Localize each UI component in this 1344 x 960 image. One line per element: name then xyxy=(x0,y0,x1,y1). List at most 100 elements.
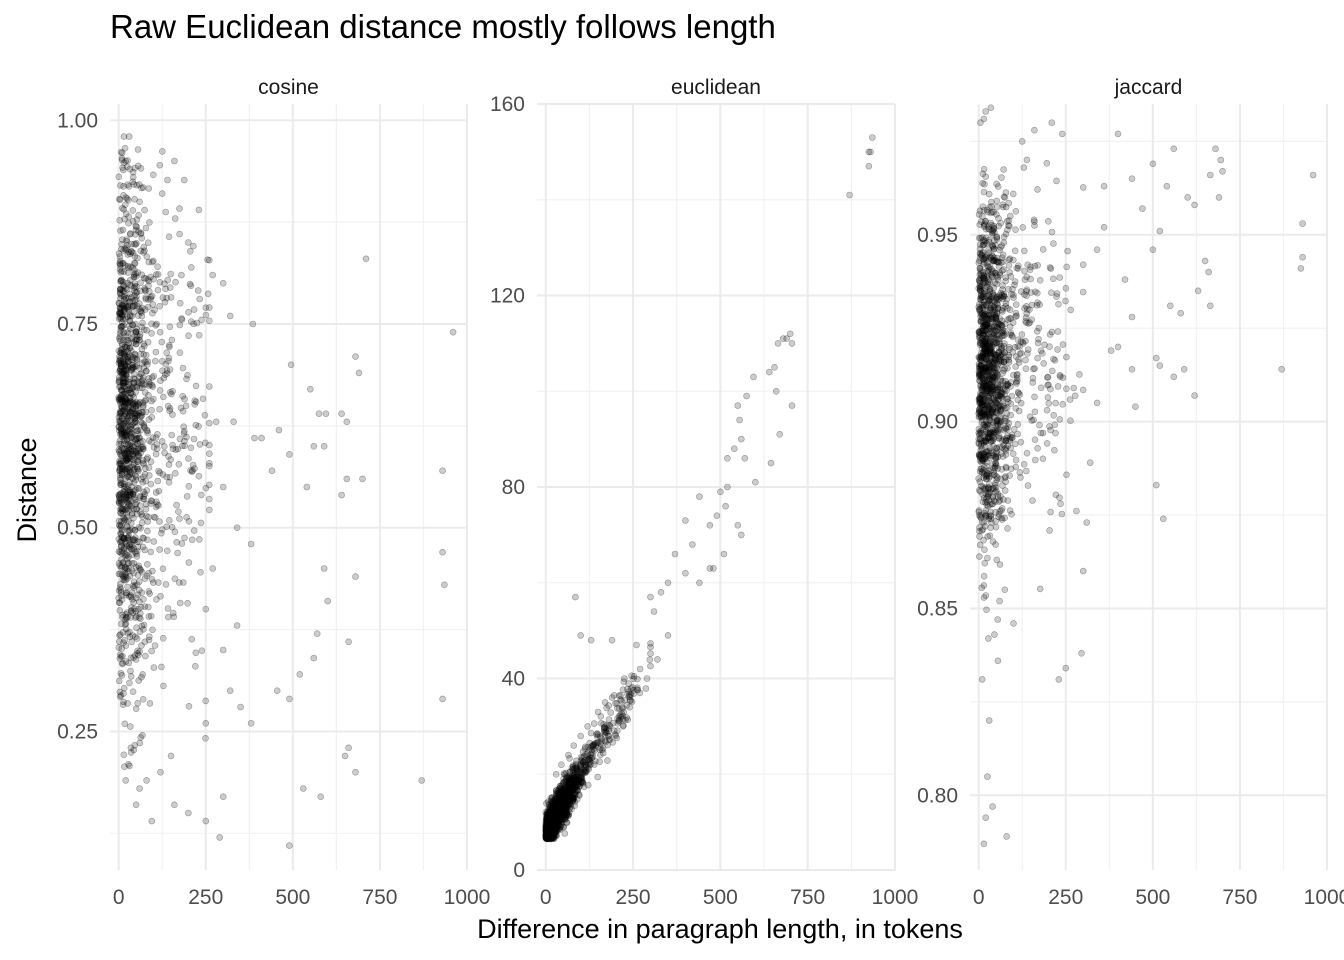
data-point xyxy=(122,570,129,577)
data-point xyxy=(998,174,1005,181)
data-point xyxy=(976,541,984,549)
data-point xyxy=(117,360,125,368)
data-point xyxy=(1063,353,1070,361)
data-point xyxy=(116,253,124,260)
data-point xyxy=(124,157,131,164)
data-point xyxy=(133,449,140,457)
data-point xyxy=(116,570,124,578)
data-point xyxy=(1022,356,1029,364)
data-point xyxy=(115,310,123,317)
data-point xyxy=(116,457,123,465)
data-point xyxy=(724,454,731,462)
data-point xyxy=(134,452,142,459)
data-point xyxy=(313,630,321,638)
data-point xyxy=(1035,324,1043,332)
data-point xyxy=(145,375,152,382)
data-point xyxy=(566,775,574,783)
data-point xyxy=(126,633,134,641)
data-point xyxy=(352,768,359,776)
data-point xyxy=(148,817,156,825)
data-point xyxy=(130,488,138,495)
data-point xyxy=(135,524,143,531)
data-point xyxy=(144,560,151,568)
data-point xyxy=(140,595,147,603)
data-point xyxy=(119,398,126,406)
data-point xyxy=(122,620,130,627)
data-point xyxy=(1006,306,1014,314)
data-point xyxy=(146,700,154,707)
data-point xyxy=(124,629,132,637)
data-point xyxy=(138,622,146,630)
data-point xyxy=(133,553,141,560)
data-point xyxy=(984,208,991,216)
data-point xyxy=(167,456,174,463)
data-point xyxy=(119,408,127,415)
data-point xyxy=(144,527,151,535)
data-point xyxy=(206,304,213,311)
data-point xyxy=(120,436,128,444)
data-point xyxy=(1014,396,1022,404)
data-point xyxy=(166,407,173,415)
data-point xyxy=(345,638,352,646)
data-point xyxy=(118,471,126,478)
data-point xyxy=(600,720,608,728)
data-point xyxy=(133,362,140,370)
data-point xyxy=(1002,473,1009,480)
data-point xyxy=(172,446,180,454)
data-point xyxy=(642,685,650,692)
data-point xyxy=(132,417,139,425)
data-point xyxy=(132,388,139,396)
data-point xyxy=(117,285,124,293)
data-point xyxy=(123,505,131,513)
data-point xyxy=(122,356,130,363)
data-point xyxy=(1044,394,1052,401)
data-point xyxy=(118,304,126,312)
data-point xyxy=(124,181,131,188)
data-point xyxy=(1059,341,1067,348)
data-point xyxy=(286,842,293,849)
data-point xyxy=(582,767,590,775)
data-point xyxy=(130,393,137,401)
data-point xyxy=(145,282,152,290)
data-point xyxy=(128,545,136,553)
data-point xyxy=(136,198,143,206)
data-point xyxy=(1100,224,1108,231)
data-point xyxy=(131,284,138,292)
data-point xyxy=(605,716,613,723)
data-point xyxy=(124,414,132,422)
data-point xyxy=(121,390,128,397)
data-point xyxy=(132,402,139,410)
data-point xyxy=(132,320,139,328)
data-point xyxy=(137,287,144,295)
data-point xyxy=(176,230,183,238)
data-point xyxy=(1005,217,1013,224)
data-point xyxy=(134,312,142,319)
data-point xyxy=(128,604,135,611)
data-point xyxy=(187,444,195,452)
data-point xyxy=(750,373,757,381)
data-point xyxy=(126,679,133,687)
data-point xyxy=(980,594,988,601)
data-point xyxy=(181,176,188,184)
data-point xyxy=(117,369,125,376)
data-point xyxy=(206,256,213,264)
data-point xyxy=(191,397,199,405)
data-point xyxy=(124,356,131,363)
data-point xyxy=(117,277,125,285)
facet-strip-label: euclidean xyxy=(671,76,761,99)
data-point xyxy=(152,271,160,278)
data-point xyxy=(1053,177,1060,185)
x-tick-label: 0 xyxy=(540,886,552,909)
data-point xyxy=(338,410,345,418)
data-point xyxy=(1046,343,1053,351)
data-point xyxy=(136,785,143,792)
data-point xyxy=(128,433,135,441)
data-point xyxy=(1299,220,1306,227)
data-point xyxy=(990,334,998,341)
data-point xyxy=(115,493,123,500)
data-point xyxy=(1010,620,1017,627)
data-point xyxy=(993,293,1001,301)
data-point xyxy=(982,339,990,347)
data-point xyxy=(1023,286,1030,294)
data-point xyxy=(994,273,1002,281)
